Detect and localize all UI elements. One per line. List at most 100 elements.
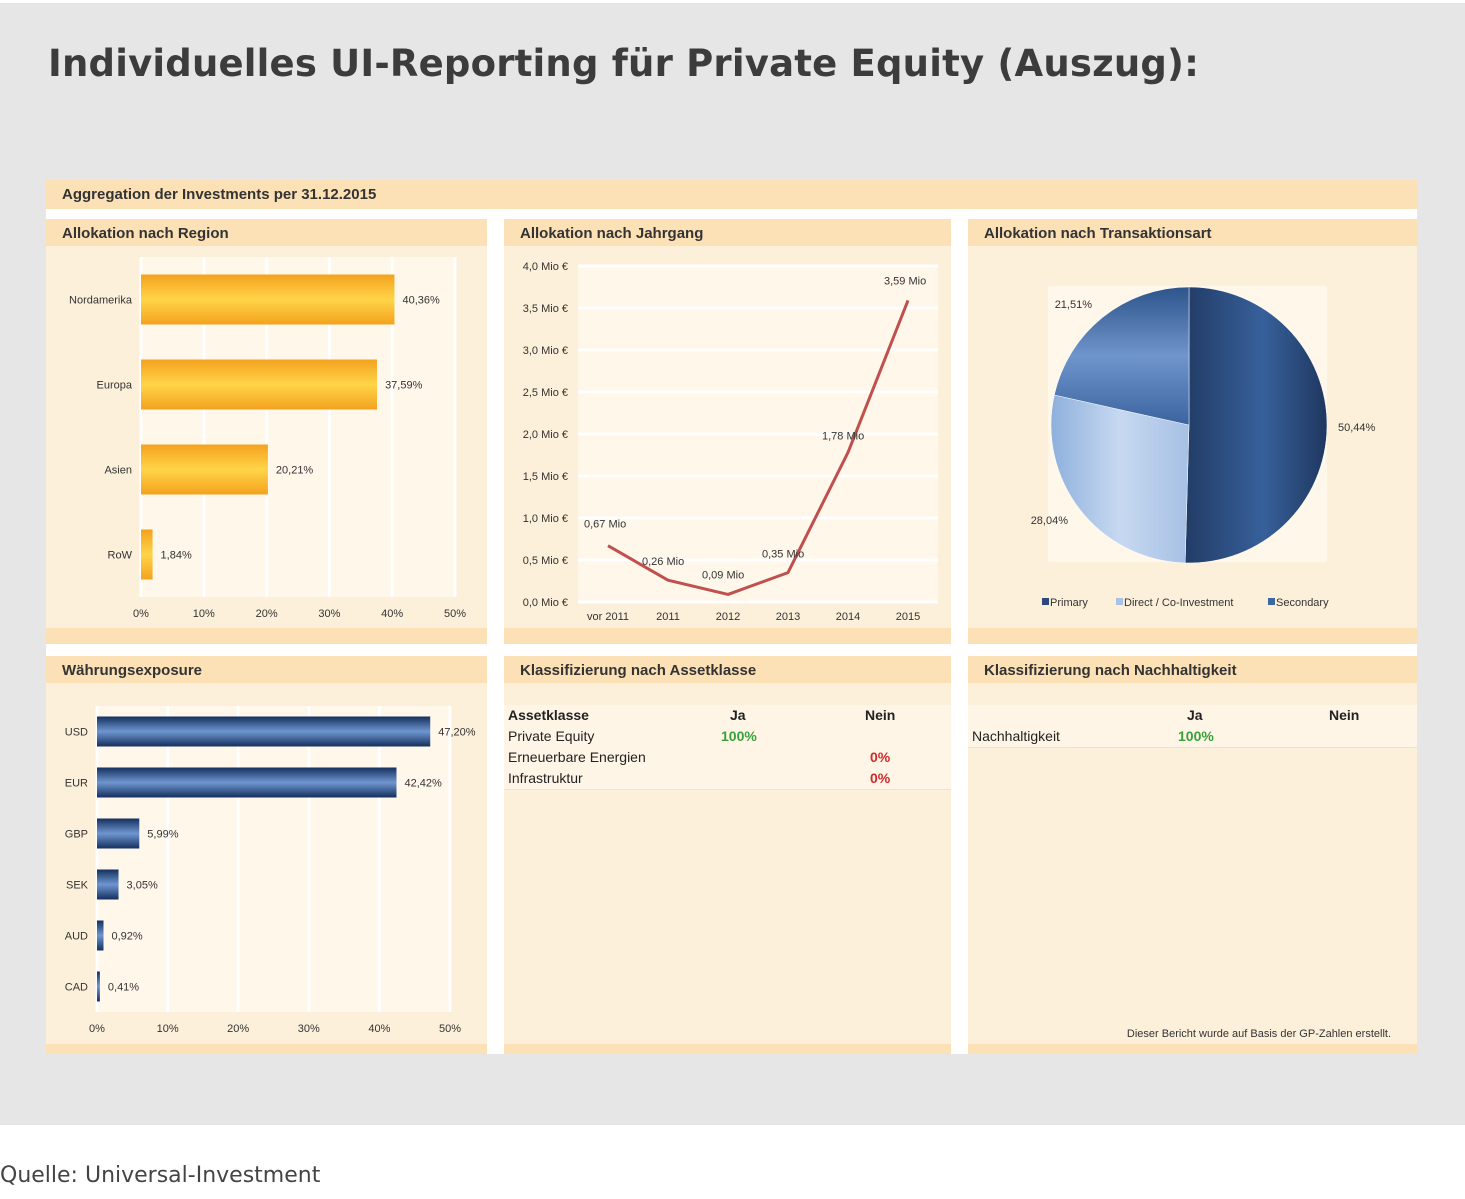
category-label: GBP — [65, 829, 88, 841]
table-row: Private Equity 100% — [504, 726, 951, 748]
x-tick-label: 30% — [298, 1023, 320, 1035]
data-label: 0,26 Mio — [642, 556, 684, 568]
data-label: 0,67 Mio — [584, 519, 626, 531]
panel-assetclass-title: Klassifizierung nach Assetklasse — [520, 662, 757, 679]
panel-sustainability-title: Klassifizierung nach Nachhaltigkeit — [984, 662, 1237, 679]
x-tick-label: 10% — [193, 608, 215, 620]
pie-slice — [1054, 286, 1190, 426]
column-header: Assetklasse — [508, 707, 589, 723]
panel-sustainability-footer — [968, 1044, 1417, 1054]
x-tick-label: 0% — [133, 608, 149, 620]
x-tick-label: 2015 — [896, 611, 920, 623]
data-label: 28,04% — [1031, 515, 1069, 527]
series-line — [607, 299, 910, 596]
panel-assetclass-footer — [504, 1044, 951, 1054]
panel-sustainability: Klassifizierung nach Nachhaltigkeit Ja N… — [968, 656, 1417, 1054]
data-label: 47,20% — [438, 727, 476, 739]
pie-slice — [1050, 394, 1190, 564]
panel-transaction-header: Allokation nach Transaktionsart — [968, 219, 1417, 246]
panel-assetclass-header: Klassifizierung nach Assetklasse — [504, 656, 951, 683]
pie-slice — [1184, 286, 1328, 564]
vintage-line-chart: 0,0 Mio € 0,5 Mio € 1,0 Mio € 1,5 Mio € 2,0 … — [523, 261, 938, 623]
y-tick-label: 0,0 Mio € — [523, 597, 568, 609]
x-tick-label: 2014 — [836, 611, 860, 623]
table-row: Nachhaltigkeit 100% — [968, 726, 1417, 748]
bar — [141, 529, 153, 580]
bar — [97, 971, 100, 1002]
data-label: 20,21% — [276, 465, 314, 477]
panel-currency-header: Währungsexposure — [46, 656, 487, 683]
panel-assetclass: Klassifizierung nach Assetklasse Assetkl… — [504, 656, 951, 1054]
category-label: Asien — [104, 465, 132, 477]
data-label: 1,78 Mio — [822, 430, 864, 442]
panel-transaction-title: Allokation nach Transaktionsart — [984, 225, 1212, 242]
column-header: Nein — [865, 707, 896, 723]
panel-sustainability-header: Klassifizierung nach Nachhaltigkeit — [968, 656, 1417, 683]
x-tick-label: 10% — [157, 1023, 179, 1035]
panel-region-title: Allokation nach Region — [62, 225, 229, 242]
x-tick-label: 2011 — [656, 611, 680, 623]
aggregation-header: Aggregation der Investments per 31.12.20… — [46, 180, 1417, 209]
category-label: Nordamerika — [69, 295, 133, 307]
panel-vintage-footer — [504, 628, 951, 644]
data-label: 40,36% — [402, 295, 440, 307]
column-header: Ja — [730, 707, 746, 723]
panel-currency-footer — [46, 1044, 487, 1054]
x-tick-label: 2012 — [716, 611, 740, 623]
category-label: SEK — [66, 880, 89, 892]
y-tick-label: 2,5 Mio € — [523, 387, 568, 399]
panel-region-header: Allokation nach Region — [46, 219, 487, 246]
x-tick-label: 40% — [381, 608, 403, 620]
bar — [141, 444, 268, 495]
bar — [141, 359, 378, 410]
table-cell: Nachhaltigkeit — [972, 728, 1060, 744]
panel-transaction-footer — [968, 628, 1417, 644]
y-tick-label: 3,5 Mio € — [523, 303, 568, 315]
bar — [97, 716, 431, 747]
legend-swatch — [1268, 598, 1275, 605]
x-tick-label: 30% — [318, 608, 340, 620]
legend-swatch — [1116, 598, 1123, 605]
category-label: EUR — [65, 778, 88, 790]
bar — [97, 818, 140, 849]
panel-region-footer — [46, 628, 487, 644]
panel-region: Allokation nach Region 0% 10% 20% 30% 40% 50%… — [46, 219, 487, 644]
y-tick-label: 1,0 Mio € — [523, 513, 568, 525]
panel-currency: Währungsexposure 0% 10% 20% 30% 40% 50% USD 47,… — [46, 656, 487, 1054]
x-tick-label: 50% — [444, 608, 466, 620]
y-tick-label: 0,5 Mio € — [523, 555, 568, 567]
table-cell: Private Equity — [508, 728, 595, 744]
aggregation-title: Aggregation der Investments per 31.12.20… — [62, 186, 377, 203]
column-header: Nein — [1329, 707, 1360, 723]
x-tick-label: 0% — [89, 1023, 105, 1035]
category-label: RoW — [108, 550, 133, 562]
x-tick-label: 20% — [227, 1023, 249, 1035]
page-title: Individuelles UI-Reporting für Private E… — [48, 42, 1200, 85]
legend-swatch — [1042, 598, 1049, 605]
table-cell: Infrastruktur — [508, 770, 583, 786]
bar — [141, 274, 395, 325]
table-cell: Erneuerbare Energien — [508, 749, 646, 765]
data-label: 1,84% — [161, 550, 192, 562]
data-label: 3,59 Mio — [884, 275, 926, 287]
category-label: USD — [65, 727, 88, 739]
report-footnote: Dieser Bericht wurde auf Basis der GP-Za… — [1126, 1028, 1391, 1040]
table-cell-yes: 100% — [721, 728, 757, 744]
bar — [97, 869, 119, 900]
data-label: 3,05% — [127, 880, 158, 892]
x-tick-label: 40% — [368, 1023, 390, 1035]
column-header: Ja — [1187, 707, 1203, 723]
legend-label: Secondary — [1276, 597, 1329, 609]
data-label: 0,41% — [108, 982, 139, 994]
x-tick-label: vor 2011 — [587, 611, 629, 623]
category-label: AUD — [65, 931, 88, 943]
transaction-pie-chart: 50,44% 28,04% 21,51% Primary Direct / Co-Inv… — [1031, 286, 1376, 609]
legend-label: Primary — [1050, 597, 1088, 609]
data-label: 42,42% — [404, 778, 442, 790]
y-tick-label: 1,5 Mio € — [523, 471, 568, 483]
table-row: Infrastruktur 0% — [504, 768, 951, 790]
data-label: 0,35 Mio — [762, 549, 804, 561]
region-bar-chart: 0% 10% 20% 30% 40% 50% Nordamerika 40,36% Europa… — [69, 257, 466, 620]
y-tick-label: 3,0 Mio € — [523, 345, 568, 357]
bar — [97, 920, 104, 951]
